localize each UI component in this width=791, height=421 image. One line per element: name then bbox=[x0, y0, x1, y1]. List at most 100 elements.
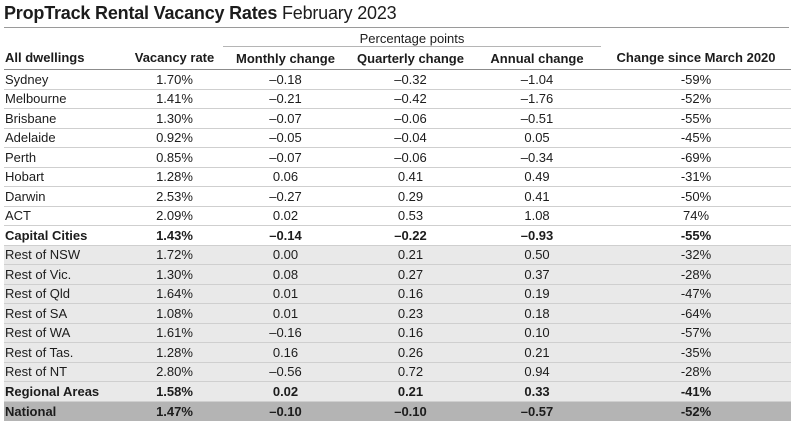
cell-change-since-march-2020: -55% bbox=[601, 108, 791, 129]
table-body: Sydney 1.70% –0.18 –0.32 –1.04 -59% Melbourne 1… bbox=[4, 69, 791, 421]
cell-change-since-march-2020: -45% bbox=[601, 128, 791, 148]
cell-change-since-march-2020: -59% bbox=[601, 69, 791, 90]
cell-vacancy-rate: 1.30% bbox=[126, 264, 223, 285]
cell-annual-change: 0.41 bbox=[473, 186, 602, 207]
table-row: Adelaide 0.92% –0.05 –0.04 0.05 -45% bbox=[4, 128, 791, 148]
cell-monthly-change: –0.27 bbox=[223, 186, 348, 207]
cell-region: Hobart bbox=[4, 167, 126, 187]
cell-monthly-change: –0.56 bbox=[223, 362, 348, 382]
column-header-change-since-march-2020: Change since March 2020 bbox=[616, 50, 776, 66]
group-header-row: Percentage points bbox=[4, 28, 791, 47]
table-row: Rest of Tas. 1.28% 0.16 0.26 0.21 -35% bbox=[4, 342, 791, 363]
cell-annual-change: 0.33 bbox=[473, 381, 602, 402]
cell-vacancy-rate: 1.47% bbox=[126, 401, 223, 421]
cell-annual-change: 0.21 bbox=[473, 342, 602, 363]
cell-quarterly-change: –0.10 bbox=[348, 401, 473, 421]
cell-vacancy-rate: 1.30% bbox=[126, 108, 223, 129]
cell-quarterly-change: 0.16 bbox=[348, 323, 473, 343]
column-header-annual-change: Annual change bbox=[490, 50, 584, 66]
cell-region: Brisbane bbox=[4, 108, 126, 129]
table-row: Melbourne 1.41% –0.21 –0.42 –1.76 -52% bbox=[4, 89, 791, 109]
table-row: Hobart 1.28% 0.06 0.41 0.49 -31% bbox=[4, 167, 791, 187]
cell-quarterly-change: –0.42 bbox=[348, 89, 473, 109]
cell-region: Rest of NT bbox=[4, 362, 126, 382]
cell-change-since-march-2020: -57% bbox=[601, 323, 791, 343]
table-row: Sydney 1.70% –0.18 –0.32 –1.04 -59% bbox=[4, 69, 791, 90]
cell-quarterly-change: 0.21 bbox=[348, 245, 473, 265]
cell-change-since-march-2020: -28% bbox=[601, 264, 791, 285]
table-row: Rest of NT 2.80% –0.56 0.72 0.94 -28% bbox=[4, 362, 791, 382]
cell-change-since-march-2020: -64% bbox=[601, 303, 791, 324]
cell-monthly-change: –0.21 bbox=[223, 89, 348, 109]
cell-annual-change: –0.93 bbox=[473, 225, 602, 246]
cell-monthly-change: 0.02 bbox=[223, 381, 348, 402]
vacancy-rates-table: Percentage points All dwellings Vacancy … bbox=[4, 28, 791, 421]
cell-change-since-march-2020: -28% bbox=[601, 362, 791, 382]
column-header-monthly-change: Monthly change bbox=[236, 50, 335, 66]
cell-monthly-change: 0.16 bbox=[223, 342, 348, 363]
cell-annual-change: –1.04 bbox=[473, 69, 602, 90]
cell-region: Adelaide bbox=[4, 128, 126, 148]
column-header-vacancy-rate: Vacancy rate bbox=[134, 50, 215, 66]
cell-monthly-change: –0.16 bbox=[223, 323, 348, 343]
cell-vacancy-rate: 0.92% bbox=[126, 128, 223, 148]
cell-quarterly-change: –0.22 bbox=[348, 225, 473, 246]
cell-monthly-change: 0.01 bbox=[223, 284, 348, 304]
table-row: ACT 2.09% 0.02 0.53 1.08 74% bbox=[4, 206, 791, 226]
cell-annual-change: 0.18 bbox=[473, 303, 602, 324]
table-row: Perth 0.85% –0.07 –0.06 –0.34 -69% bbox=[4, 147, 791, 168]
cell-monthly-change: 0.08 bbox=[223, 264, 348, 285]
cell-annual-change: 0.10 bbox=[473, 323, 602, 343]
cell-annual-change: –0.34 bbox=[473, 147, 602, 168]
cell-monthly-change: 0.06 bbox=[223, 167, 348, 187]
cell-vacancy-rate: 1.64% bbox=[126, 284, 223, 304]
cell-vacancy-rate: 2.80% bbox=[126, 362, 223, 382]
table-row: Rest of Qld 1.64% 0.01 0.16 0.19 -47% bbox=[4, 284, 791, 304]
cell-monthly-change: –0.10 bbox=[223, 401, 348, 421]
cell-change-since-march-2020: -50% bbox=[601, 186, 791, 207]
table-row: Rest of SA 1.08% 0.01 0.23 0.18 -64% bbox=[4, 303, 791, 324]
cell-region: Rest of WA bbox=[4, 323, 126, 343]
column-header-region: All dwellings bbox=[5, 50, 85, 66]
cell-region: National bbox=[4, 401, 126, 421]
cell-vacancy-rate: 1.28% bbox=[126, 342, 223, 363]
cell-vacancy-rate: 1.70% bbox=[126, 69, 223, 90]
group-header-spacer bbox=[4, 28, 126, 47]
cell-quarterly-change: 0.27 bbox=[348, 264, 473, 285]
cell-annual-change: –1.76 bbox=[473, 89, 602, 109]
cell-change-since-march-2020: -52% bbox=[601, 401, 791, 421]
cell-quarterly-change: –0.06 bbox=[348, 108, 473, 129]
cell-monthly-change: –0.07 bbox=[223, 108, 348, 129]
cell-quarterly-change: 0.72 bbox=[348, 362, 473, 382]
table-row: National 1.47% –0.10 –0.10 –0.57 -52% bbox=[4, 401, 791, 421]
cell-change-since-march-2020: -55% bbox=[601, 225, 791, 246]
cell-annual-change: 0.19 bbox=[473, 284, 602, 304]
title-date: February 2023 bbox=[281, 3, 397, 23]
cell-region: Rest of SA bbox=[4, 303, 126, 324]
cell-quarterly-change: –0.06 bbox=[348, 147, 473, 168]
cell-change-since-march-2020: -35% bbox=[601, 342, 791, 363]
cell-vacancy-rate: 1.61% bbox=[126, 323, 223, 343]
cell-quarterly-change: 0.53 bbox=[348, 206, 473, 226]
cell-vacancy-rate: 1.28% bbox=[126, 167, 223, 187]
cell-region: Rest of NSW bbox=[4, 245, 126, 265]
cell-vacancy-rate: 1.72% bbox=[126, 245, 223, 265]
cell-quarterly-change: 0.41 bbox=[348, 167, 473, 187]
cell-monthly-change: 0.01 bbox=[223, 303, 348, 324]
cell-vacancy-rate: 1.58% bbox=[126, 381, 223, 402]
cell-annual-change: 1.08 bbox=[473, 206, 602, 226]
cell-region: Sydney bbox=[4, 69, 126, 90]
cell-quarterly-change: –0.32 bbox=[348, 69, 473, 90]
cell-annual-change: 0.49 bbox=[473, 167, 602, 187]
cell-vacancy-rate: 1.41% bbox=[126, 89, 223, 109]
cell-quarterly-change: 0.26 bbox=[348, 342, 473, 363]
table-row: Brisbane 1.30% –0.07 –0.06 –0.51 -55% bbox=[4, 108, 791, 129]
cell-annual-change: –0.57 bbox=[473, 401, 602, 421]
table-row: Darwin 2.53% –0.27 0.29 0.41 -50% bbox=[4, 186, 791, 207]
cell-vacancy-rate: 1.43% bbox=[126, 225, 223, 246]
table-row: Capital Cities 1.43% –0.14 –0.22 –0.93 -55% bbox=[4, 225, 791, 246]
group-header-spacer bbox=[126, 28, 223, 47]
cell-annual-change: –0.51 bbox=[473, 108, 602, 129]
cell-annual-change: 0.05 bbox=[473, 128, 602, 148]
